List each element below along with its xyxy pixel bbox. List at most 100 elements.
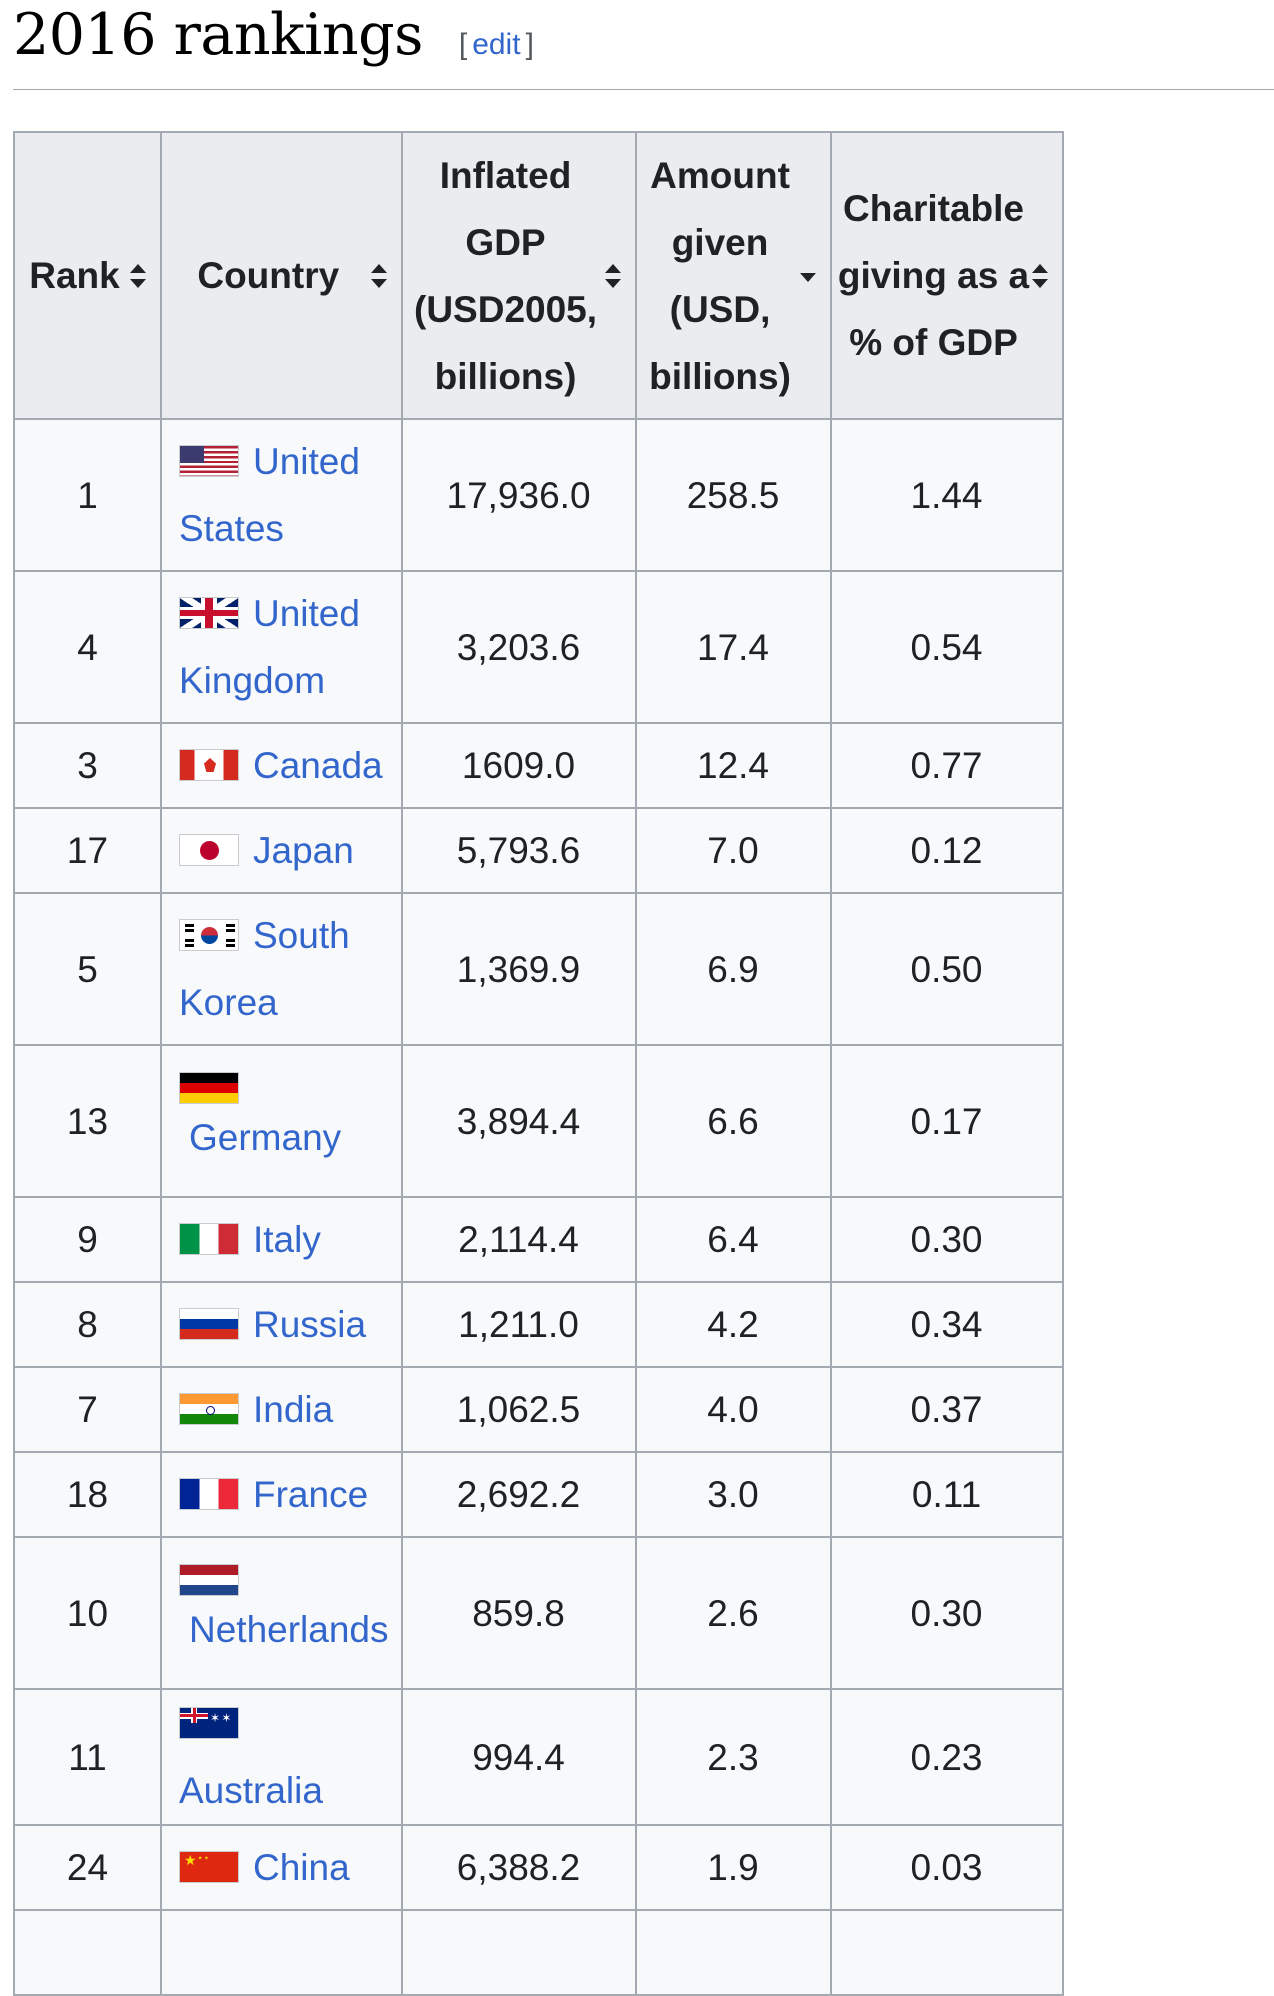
table-row: 4 United Kingdom 3,203.6 17.4 0.54: [13, 570, 1064, 724]
edit-section: [edit]: [458, 28, 534, 61]
header-country[interactable]: Country: [160, 131, 403, 420]
russia-flag-icon: [179, 1308, 239, 1340]
percent-cell: 0.30: [829, 1196, 1064, 1283]
header-percent[interactable]: Charitable giving as a % of GDP: [829, 131, 1064, 420]
percent-cell: 0.30: [829, 1536, 1064, 1690]
rank-cell: 10: [13, 1536, 162, 1690]
table-row-partial: [13, 1909, 1064, 1996]
amount-cell: 258.5: [634, 418, 832, 572]
sort-icon[interactable]: [1031, 263, 1048, 288]
percent-cell: 0.12: [829, 807, 1064, 894]
table-row: 7 India 1,062.5 4.0 0.37: [13, 1366, 1064, 1453]
amount-cell: 7.0: [634, 807, 832, 894]
amount-cell: 12.4: [634, 722, 832, 809]
country-cell: Australia: [160, 1688, 403, 1826]
gdp-cell: 5,793.6: [400, 807, 637, 894]
percent-cell: 0.23: [829, 1688, 1064, 1826]
edit-link[interactable]: edit: [472, 28, 521, 61]
sort-icon[interactable]: [604, 263, 621, 288]
header-amount[interactable]: Amount given (USD, billions): [634, 131, 832, 420]
gdp-cell: 994.4: [400, 1688, 637, 1826]
country-link[interactable]: United States: [179, 441, 360, 549]
country-link[interactable]: Netherlands: [189, 1608, 389, 1650]
gdp-cell: 2,114.4: [400, 1196, 637, 1283]
rank-cell: 3: [13, 722, 162, 809]
rank-cell: 18: [13, 1451, 162, 1538]
amount-cell: 4.0: [634, 1366, 832, 1453]
rank-cell: 7: [13, 1366, 162, 1453]
amount-cell: 6.9: [634, 892, 832, 1046]
rank-cell: 1: [13, 418, 162, 572]
percent-cell: 1.44: [829, 418, 1064, 572]
country-cell: France: [160, 1451, 403, 1538]
china-flag-icon: [179, 1851, 239, 1883]
country-cell: Germany: [160, 1044, 403, 1198]
percent-cell: 0.34: [829, 1281, 1064, 1368]
percent-cell: 0.50: [829, 892, 1064, 1046]
amount-cell: 2.6: [634, 1536, 832, 1690]
gdp-cell: 1,369.9: [400, 892, 637, 1046]
country-cell: Canada: [160, 722, 403, 809]
country-link[interactable]: China: [253, 1847, 350, 1888]
gdp-cell: 1609.0: [400, 722, 637, 809]
country-link[interactable]: France: [253, 1474, 369, 1515]
italy-flag-icon: [179, 1223, 239, 1255]
france-flag-icon: [179, 1478, 239, 1510]
table-row: 9 Italy 2,114.4 6.4 0.30: [13, 1196, 1064, 1283]
table-row: 8 Russia 1,211.0 4.2 0.34: [13, 1281, 1064, 1368]
header-rank[interactable]: Rank: [13, 131, 162, 420]
gdp-cell: 1,062.5: [400, 1366, 637, 1453]
uk-flag-icon: [179, 597, 239, 629]
country-cell: China: [160, 1824, 403, 1911]
amount-cell: 1.9: [634, 1824, 832, 1911]
country-link[interactable]: Italy: [253, 1219, 321, 1260]
header-gdp[interactable]: Inflated GDP (USD2005, billions): [400, 131, 637, 420]
amount-cell: 6.6: [634, 1044, 832, 1198]
country-link[interactable]: Japan: [253, 830, 354, 871]
rank-cell: 13: [13, 1044, 162, 1198]
header-row: Rank Country Inflated GDP (USD2005, bill…: [13, 131, 1064, 420]
country-cell: Russia: [160, 1281, 403, 1368]
table-row: 11 Australia 994.4 2.3 0.23: [13, 1688, 1064, 1826]
table-row: 5 South Korea 1,369.9 6.9 0.50: [13, 892, 1064, 1046]
rank-cell: 4: [13, 570, 162, 724]
table-row: 18 France 2,692.2 3.0 0.11: [13, 1451, 1064, 1538]
percent-cell: 0.03: [829, 1824, 1064, 1911]
table-row: 10 Netherlands 859.8 2.6 0.30: [13, 1536, 1064, 1690]
country-link[interactable]: Germany: [189, 1116, 342, 1158]
country-cell: India: [160, 1366, 403, 1453]
sort-icon[interactable]: [370, 263, 387, 288]
sort-descending-icon[interactable]: [799, 264, 816, 288]
gdp-cell: 17,936.0: [400, 418, 637, 572]
country-link[interactable]: India: [253, 1389, 334, 1430]
table-row: 3 Canada 1609.0 12.4 0.77: [13, 722, 1064, 809]
country-link[interactable]: United Kingdom: [179, 593, 360, 701]
rank-cell: 8: [13, 1281, 162, 1368]
us-flag-icon: [179, 445, 239, 477]
rank-cell: 9: [13, 1196, 162, 1283]
section-heading: 2016 rankings [edit]: [13, 0, 1274, 90]
percent-cell: 0.77: [829, 722, 1064, 809]
gdp-cell: 6,388.2: [400, 1824, 637, 1911]
country-cell: United Kingdom: [160, 570, 403, 724]
country-link[interactable]: Canada: [253, 745, 383, 786]
netherlands-flag-icon: [179, 1563, 239, 1596]
amount-cell: 4.2: [634, 1281, 832, 1368]
percent-cell: 0.37: [829, 1366, 1064, 1453]
table-row: 17 Japan 5,793.6 7.0 0.12: [13, 807, 1064, 894]
amount-cell: 17.4: [634, 570, 832, 724]
sort-icon[interactable]: [130, 263, 146, 288]
country-link[interactable]: South Korea: [179, 915, 350, 1023]
percent-cell: 0.11: [829, 1451, 1064, 1538]
country-cell: Japan: [160, 807, 403, 894]
country-link[interactable]: Australia: [179, 1770, 323, 1811]
japan-flag-icon: [179, 834, 239, 866]
country-cell: South Korea: [160, 892, 403, 1046]
table-row: 13 Germany 3,894.4 6.6 0.17: [13, 1044, 1064, 1198]
country-link[interactable]: Russia: [253, 1304, 367, 1345]
australia-flag-icon: [179, 1707, 239, 1739]
country-cell: Netherlands: [160, 1536, 403, 1690]
gdp-cell: 3,894.4: [400, 1044, 637, 1198]
percent-cell: 0.17: [829, 1044, 1064, 1198]
gdp-cell: 2,692.2: [400, 1451, 637, 1538]
